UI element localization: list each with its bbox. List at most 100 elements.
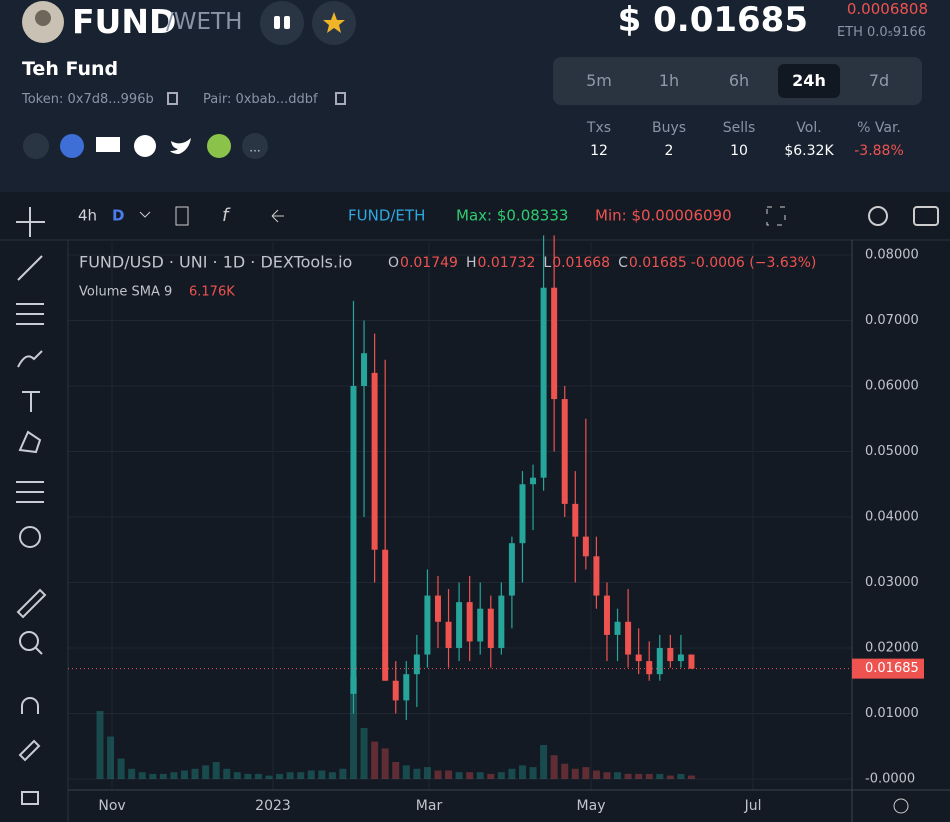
- timeframe-tab[interactable]: 24h: [778, 64, 840, 98]
- stat-value: $6.32K: [784, 143, 834, 159]
- pair-name[interactable]: FUND/ETH: [348, 207, 425, 225]
- header-icons: ...: [22, 1, 356, 159]
- axis-settings[interactable]: [893, 798, 909, 814]
- ohlc-value: 0.01732: [477, 255, 535, 271]
- volume-bar: [445, 770, 453, 779]
- volume-bar: [297, 772, 305, 779]
- stat-value: 2: [664, 143, 674, 159]
- candle-body: [635, 654, 642, 662]
- volume-bar: [455, 772, 463, 779]
- y-tick-label: 0.02000: [865, 640, 919, 655]
- timeframe-tab[interactable]: 5m: [586, 71, 612, 90]
- candle-body: [593, 556, 600, 596]
- more-button[interactable]: [242, 133, 268, 159]
- volume-bar: [402, 765, 410, 779]
- volume-bar: [254, 773, 262, 779]
- max-price: Max: $0.08333: [456, 207, 568, 225]
- volume-bar: [360, 727, 368, 779]
- candle-body: [582, 536, 589, 557]
- candle-body: [572, 503, 579, 537]
- more-label: ...: [249, 141, 260, 155]
- candle-body: [371, 372, 378, 550]
- stat-value: -3.88%: [854, 143, 904, 159]
- volume-bar: [529, 767, 537, 779]
- star-icon: [323, 12, 345, 33]
- volume-bar: [497, 772, 505, 779]
- volume-bar: [107, 736, 115, 779]
- symbol: FUND: [72, 2, 177, 41]
- volume-bar: [666, 775, 674, 779]
- volume-bar: [508, 768, 516, 779]
- chart-link[interactable]: [60, 134, 84, 158]
- telegram-link[interactable]: [134, 135, 156, 157]
- indicators-icon[interactable]: f: [222, 205, 231, 226]
- drawing-tools[interactable]: [16, 207, 47, 805]
- candle-body: [413, 654, 420, 675]
- website-link[interactable]: [96, 137, 120, 152]
- volume-bar: [487, 773, 495, 779]
- copy-icon[interactable]: [167, 92, 178, 105]
- interval[interactable]: 4h: [78, 207, 97, 225]
- volume-bar: [212, 761, 220, 779]
- eth-price: ETH 0.0₅9166: [836, 25, 926, 40]
- ohlc-value: 0.01685: [629, 255, 687, 271]
- timeframe-tab[interactable]: 6h: [728, 71, 750, 90]
- undo-icon[interactable]: [271, 209, 284, 223]
- screenshot-icon[interactable]: [913, 206, 939, 226]
- x-tick-label: May: [577, 798, 606, 814]
- candles-icon[interactable]: [175, 206, 189, 226]
- volume-bar: [191, 768, 199, 779]
- volume-bar: [392, 761, 400, 779]
- volume-bar: [518, 765, 526, 779]
- candle-body: [656, 647, 663, 675]
- coingecko-link[interactable]: [207, 134, 231, 158]
- y-tick-label: 0.03000: [865, 575, 919, 590]
- candle-body: [688, 654, 695, 669]
- volume-bar: [349, 676, 357, 779]
- volume-bar: [117, 758, 125, 779]
- volume-bar: [635, 773, 643, 779]
- volume-bar: [138, 772, 146, 779]
- volume-bar: [592, 770, 600, 779]
- candle-body: [350, 385, 357, 694]
- compare-button[interactable]: [260, 1, 304, 45]
- candle-body: [540, 287, 547, 478]
- candle-body: [530, 477, 537, 485]
- candle-body: [445, 621, 452, 648]
- x-tick-label: Mar: [416, 798, 443, 814]
- volume-bar: [466, 772, 474, 779]
- chart: 4h D f FUND/ETH Max: $0.08333 Min: $0.00…: [0, 192, 950, 822]
- volume-bar: [624, 773, 632, 779]
- share-icon[interactable]: [23, 133, 49, 159]
- candle-body: [382, 549, 389, 681]
- settings-icon[interactable]: [868, 206, 888, 226]
- binoculars-icon: [284, 16, 290, 29]
- fullscreen-icon[interactable]: [766, 206, 786, 226]
- candle-body: [424, 595, 431, 655]
- candle-body: [466, 602, 473, 642]
- y-tick-label: 0.07000: [865, 313, 919, 328]
- volume-bar: [328, 772, 336, 779]
- timeframe-tab[interactable]: 7d: [868, 71, 890, 90]
- copy-icon[interactable]: [335, 92, 346, 105]
- volume-label: Volume SMA 9: [79, 285, 172, 300]
- dropdown-icon[interactable]: [139, 211, 151, 218]
- volume-bar: [180, 770, 188, 779]
- volume-bar: [476, 772, 484, 779]
- volume-bar: [96, 710, 104, 779]
- volume-bar: [687, 775, 695, 779]
- stat-value: 10: [730, 143, 748, 159]
- token-name: Teh Fund: [22, 58, 119, 80]
- twitter-link[interactable]: [170, 138, 191, 154]
- min-price: Min: $0.00006090: [595, 207, 732, 225]
- ohlc-value: 0.01668: [552, 255, 610, 271]
- stat-label: Vol.: [796, 120, 822, 136]
- volume-bar: [159, 773, 167, 779]
- ohlc-letter: O: [388, 255, 399, 271]
- y-tick-label: 0.04000: [865, 509, 919, 524]
- volume-bar: [540, 744, 548, 779]
- chart-interval[interactable]: D: [112, 207, 124, 225]
- timeframe-tab[interactable]: 1h: [658, 71, 680, 90]
- volume-bar: [276, 773, 284, 779]
